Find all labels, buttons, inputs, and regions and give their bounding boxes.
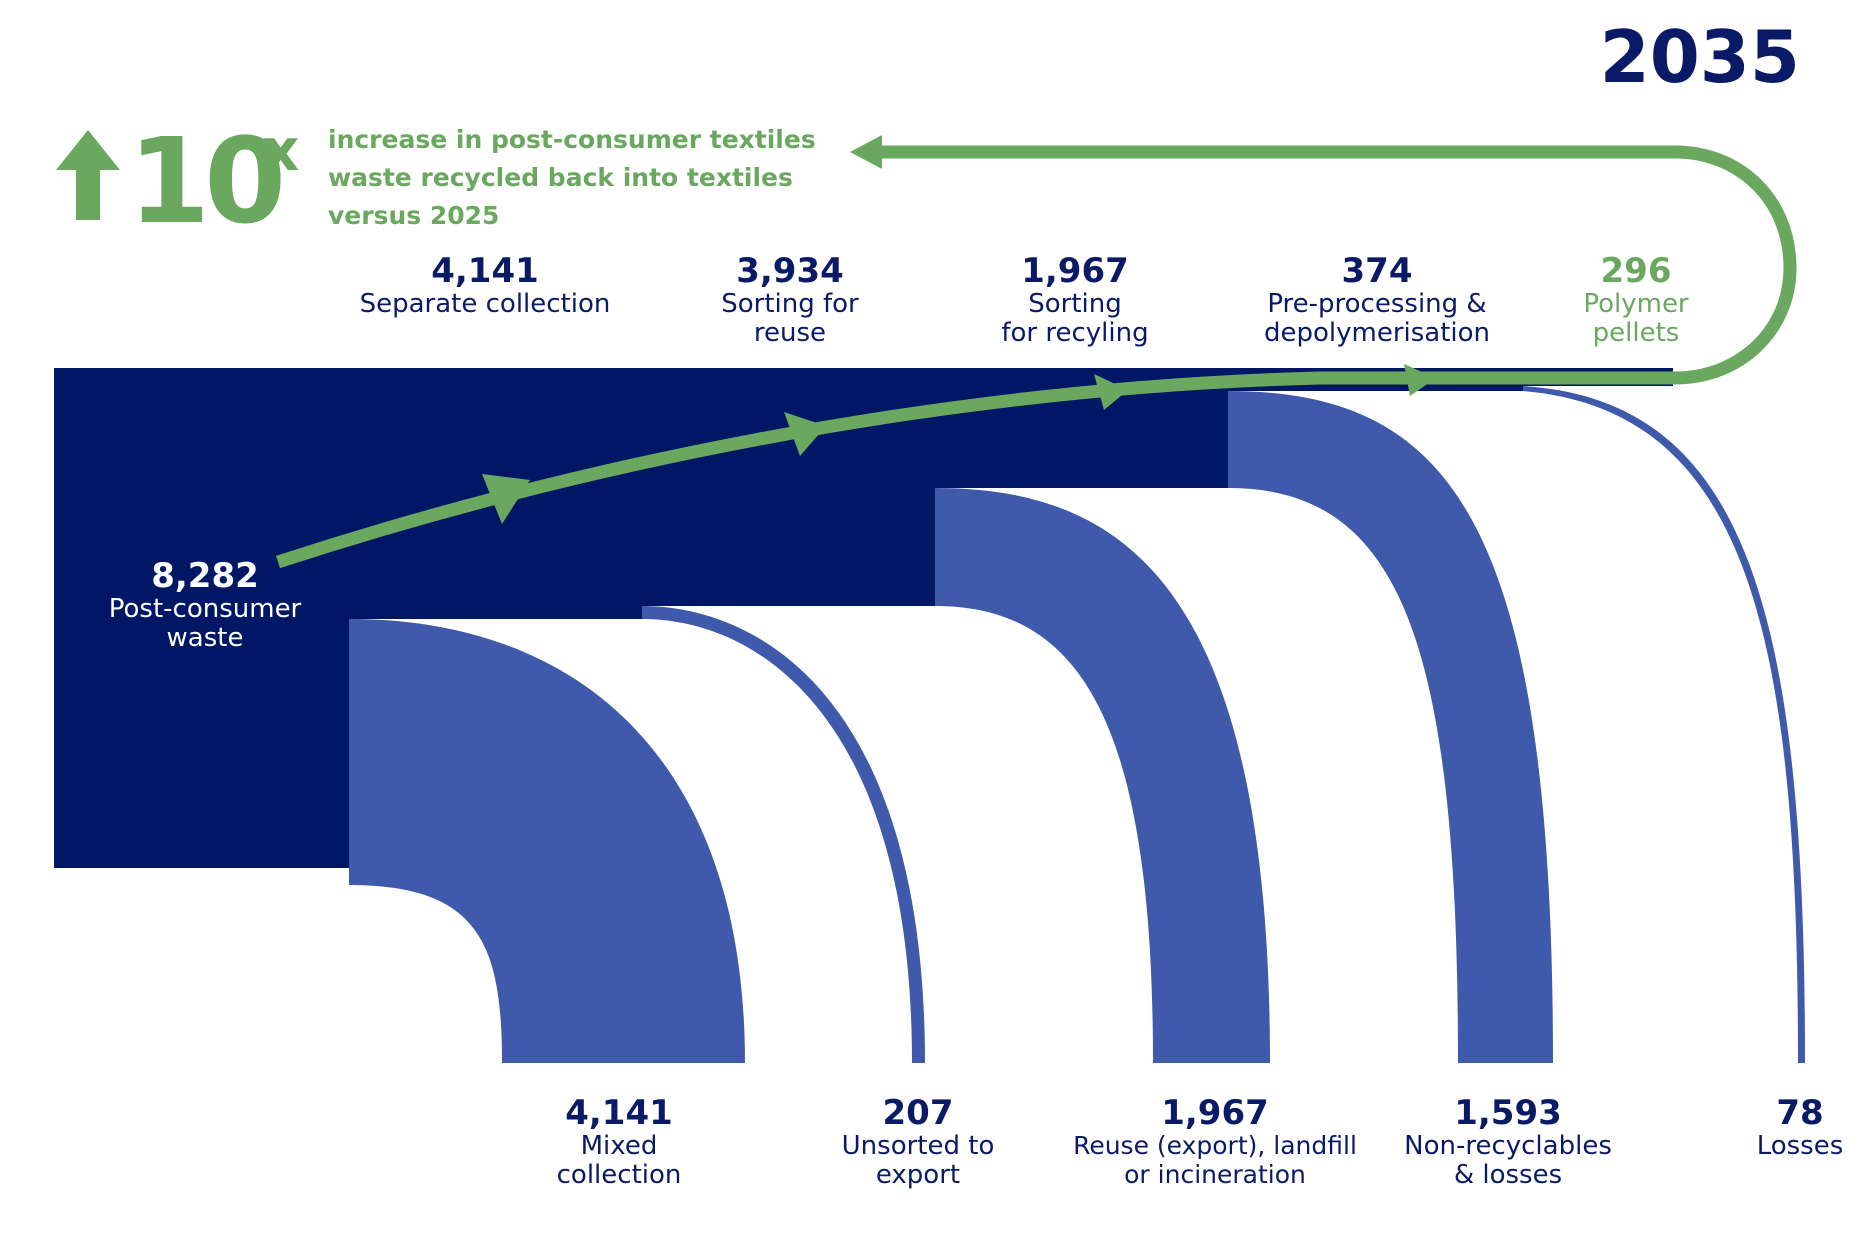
year-title: 2035 [1600,15,1800,99]
preprocessing-label-1: Pre-processing & [1267,289,1486,319]
flow-chevron-2-icon [784,412,826,456]
stage-sorting-recycling: 1,967 Sorting for recyling [1001,251,1148,348]
non-recyclables-label-1: Non-recyclables [1404,1131,1612,1161]
non-recyclables-label-2: & losses [1454,1160,1562,1190]
headline: 10 x increase in post-consumer textiles … [56,112,816,250]
stage-separate-collection: 4,141 Separate collection [360,251,611,319]
loop-arrowhead-icon [850,135,882,169]
output-reuse-export: 1,967 Reuse (export), landfill or incine… [1073,1093,1357,1189]
stage-sorting-reuse: 3,934 Sorting for reuse [721,251,859,348]
reuse-export-label-1: Reuse (export), landfill [1073,1131,1357,1160]
band-reuse-export [935,488,1270,1063]
mixed-value: 4,141 [565,1093,673,1133]
preprocessing-label-2: depolymerisation [1264,318,1490,348]
source-value: 8,282 [151,556,259,596]
losses-label-1: Losses [1757,1131,1844,1161]
source-label-1: Post-consumer [109,594,302,624]
unsorted-label-1: Unsorted to [842,1131,995,1161]
separate-value: 4,141 [431,251,539,291]
sorting-recycling-value: 1,967 [1021,251,1129,291]
losses-value: 78 [1776,1093,1823,1133]
flow-chevron-4-icon [1404,364,1436,396]
recycling-curve [275,145,1797,569]
reuse-export-label-2: or incineration [1124,1160,1306,1189]
flow-sorting-reuse [642,368,935,606]
unsorted-value: 207 [883,1093,954,1133]
stage-polymer-pellets: 296 Polymer pellets [1583,251,1689,348]
sorting-recycling-label-2: for recyling [1001,318,1148,348]
pellets-label-2: pellets [1593,318,1680,348]
headline-line-1: increase in post-consumer textiles [328,125,816,154]
reuse-export-value: 1,967 [1161,1093,1269,1133]
output-non-recyclables: 1,593 Non-recyclables & losses [1404,1093,1612,1190]
sorting-recycling-label-1: Sorting [1028,289,1122,319]
pellets-value: 296 [1601,251,1672,291]
recycling-loop-arrow [275,135,1797,569]
separate-label-1: Separate collection [360,289,611,319]
pellets-label-1: Polymer [1583,289,1689,319]
output-mixed-collection: 4,141 Mixed collection [557,1093,682,1190]
sorting-reuse-label-2: reuse [754,318,826,348]
source-label-2: waste [167,623,244,653]
flow-post-consumer [54,368,349,868]
preprocessing-value: 374 [1342,251,1413,291]
headline-line-3: versus 2025 [328,201,499,230]
exit-bands [349,386,1805,1063]
output-unsorted-export: 207 Unsorted to export [842,1093,995,1190]
flow-chevron-3-icon [1094,374,1128,410]
sorting-reuse-label-1: Sorting for [721,289,859,319]
mixed-label-1: Mixed [581,1131,658,1161]
band-losses [1523,386,1805,1063]
output-losses: 78 Losses [1757,1093,1844,1161]
headline-line-2: waste recycled back into textiles [328,163,793,192]
flow-chevron-1-icon [482,474,530,524]
headline-suffix: x [262,116,299,184]
up-arrow-icon [56,130,120,220]
sorting-reuse-value: 3,934 [736,251,844,291]
stage-post-consumer-waste: 8,282 Post-consumer waste [109,556,302,653]
non-recyclables-value: 1,593 [1454,1093,1562,1133]
band-mixed-collection [349,619,745,1063]
mixed-label-2: collection [557,1160,682,1190]
band-non-recyclables [1228,391,1553,1063]
unsorted-label-2: export [876,1160,960,1190]
headline-multiplier: 10 [128,112,281,250]
stage-preprocessing: 374 Pre-processing & depolymerisation [1264,251,1490,348]
